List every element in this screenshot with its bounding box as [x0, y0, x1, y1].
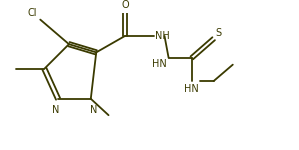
Text: HN: HN	[184, 84, 199, 94]
Text: N: N	[90, 105, 97, 115]
Text: N: N	[52, 105, 59, 115]
Text: O: O	[121, 0, 129, 10]
Text: S: S	[215, 28, 221, 38]
Text: HN: HN	[152, 59, 167, 69]
Text: Cl: Cl	[28, 8, 37, 18]
Text: NH: NH	[155, 31, 170, 41]
